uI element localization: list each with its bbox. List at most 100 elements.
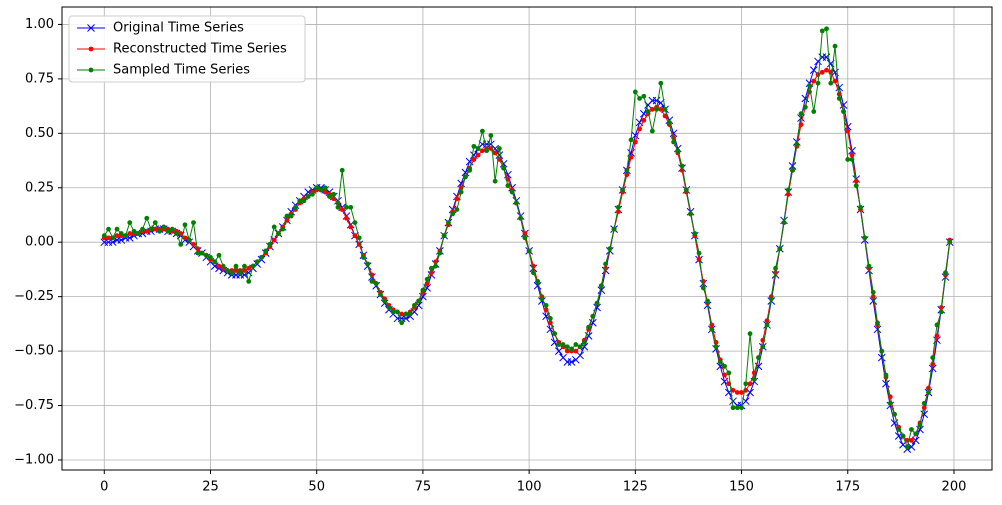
marker [407,311,413,317]
x-tick-label: 75 [415,480,432,495]
marker [552,331,558,337]
series-line [104,69,951,441]
marker [628,137,634,143]
marker [637,126,642,132]
marker [603,261,608,267]
marker [117,236,126,244]
marker [705,298,710,304]
marker [632,139,638,145]
marker [267,241,273,247]
series [100,53,954,453]
marker [917,422,923,428]
y-tick-label: 0.75 [25,71,54,86]
marker [403,311,409,317]
marker [454,196,460,202]
marker [597,286,606,294]
marker [887,400,893,406]
y-tick-label: −0.75 [14,398,54,413]
marker [747,331,753,337]
marker [305,194,311,199]
marker [590,313,596,319]
marker [114,233,120,239]
marker [849,152,855,158]
marker [658,80,664,86]
marker [339,167,345,173]
marker [794,141,800,147]
marker [310,191,315,197]
marker [713,344,719,350]
marker [293,204,298,210]
marker [199,250,205,256]
marker [781,220,787,226]
marker [652,96,661,105]
marker [866,263,872,269]
marker [208,255,213,260]
marker [555,347,563,355]
marker [921,400,927,406]
marker [539,296,545,302]
marker [412,302,417,308]
marker [484,148,490,154]
marker [352,220,358,226]
marker [926,390,931,395]
marker [233,268,239,273]
marker [747,381,753,387]
marker [108,238,117,247]
marker [768,296,774,302]
marker [809,66,818,75]
marker [301,198,307,204]
marker [788,162,797,170]
marker [913,431,919,437]
marker [730,405,736,411]
marker [479,128,485,134]
marker [479,148,485,154]
marker [526,248,532,254]
marker [106,235,111,241]
marker [658,106,664,112]
marker [386,305,392,310]
marker [649,106,655,112]
marker [900,433,906,439]
marker [106,226,111,232]
marker [475,152,481,158]
marker [845,157,851,162]
marker [402,314,410,323]
marker [560,342,566,347]
marker [399,320,405,326]
x-tick-label: 175 [835,480,860,495]
marker [567,358,576,366]
marker [131,228,137,234]
marker [169,226,175,232]
marker [220,263,226,269]
marker [101,233,107,239]
marker [624,167,630,173]
marker [892,411,897,417]
marker [930,355,936,361]
marker [631,131,640,140]
marker [331,191,337,197]
marker [883,372,889,378]
marker [858,204,863,210]
plot-frame [61,6,993,471]
marker [471,143,477,149]
marker [819,69,825,75]
marker [543,302,549,308]
marker [700,279,706,284]
marker [114,226,120,232]
x-tick-label: 125 [623,480,648,495]
marker [930,361,936,367]
marker [547,316,553,321]
y-tick-label: 0.00 [25,235,54,250]
marker [395,309,400,315]
marker [509,189,515,195]
marker [807,83,812,88]
marker [709,326,715,332]
marker [144,228,150,234]
marker [576,351,584,360]
marker [518,215,524,221]
marker [907,443,916,451]
marker [802,104,808,110]
marker [467,167,473,173]
marker [836,96,842,101]
marker [696,250,702,256]
